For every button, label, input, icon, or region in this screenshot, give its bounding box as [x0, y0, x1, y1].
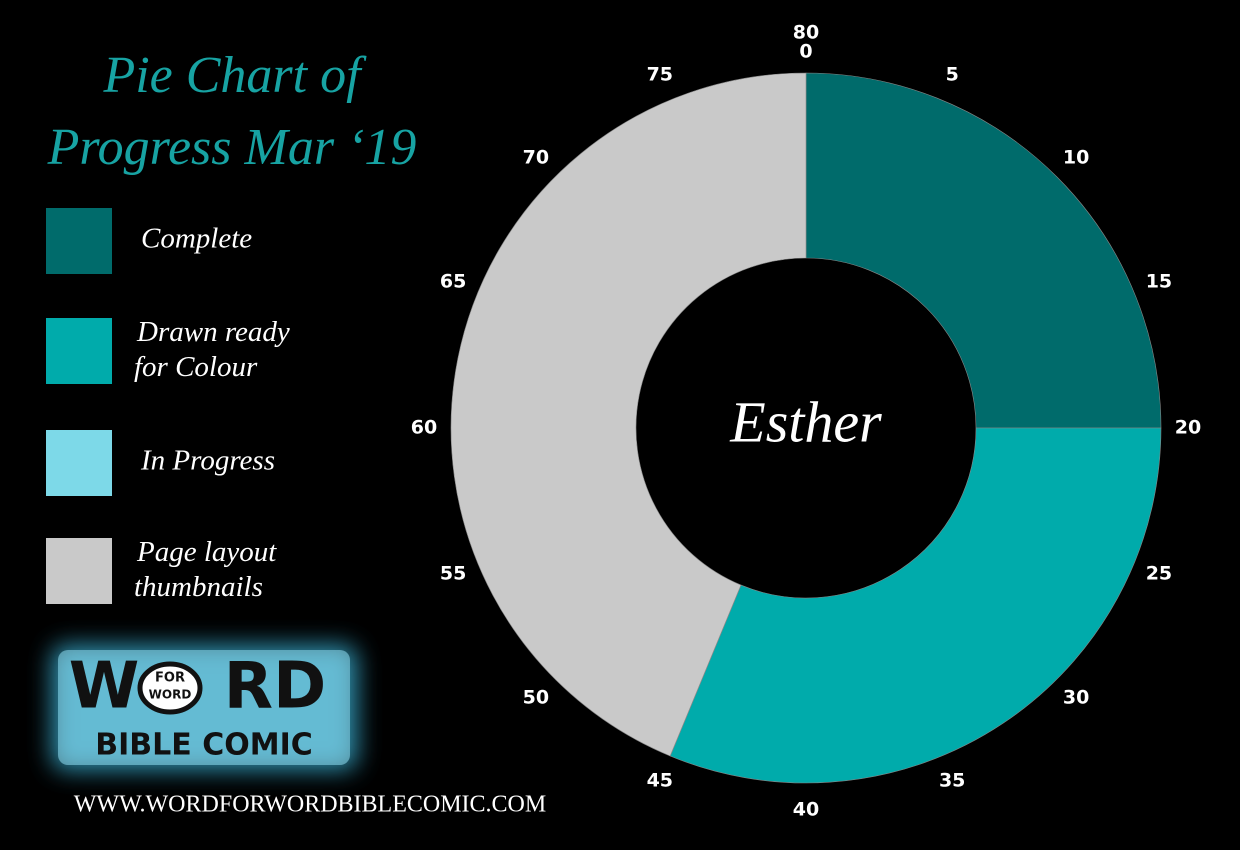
logo-word-left: W [69, 650, 140, 724]
donut-segment [450, 72, 807, 757]
donut-segment [805, 72, 1162, 429]
legend-label: Drawn ready for Colour [134, 316, 290, 383]
legend-label: Page layout thumbnails [134, 536, 277, 603]
tick-label: 15 [1146, 270, 1172, 292]
legend-swatch [46, 538, 112, 604]
legend-label: Complete [141, 223, 252, 255]
tick-label: 40 [793, 799, 819, 821]
tick-label: 30 [1063, 687, 1089, 709]
tick-label: 80 [793, 22, 819, 44]
tick-label: 60 [411, 417, 437, 439]
chart-title: Pie Chart of [102, 47, 367, 104]
url: WWW.WORDFORWORDBIBLECOMIC.COM [74, 792, 546, 818]
logo-bubble-text: WORD [149, 688, 192, 702]
logo-bubble-text: FOR [155, 671, 185, 686]
tick-label: 0 [799, 41, 812, 63]
tick-label: 45 [647, 769, 673, 791]
logo-subtitle: BIBLE COMIC [95, 728, 313, 763]
tick-label: 55 [440, 563, 466, 585]
tick-label: 70 [523, 146, 549, 168]
legend-swatch [46, 208, 112, 274]
tick-label: 5 [946, 64, 959, 86]
center-label: Esther [729, 389, 882, 454]
logo-bubble [137, 661, 203, 715]
legend-label: In Progress [140, 445, 275, 477]
logo-panel [58, 650, 350, 765]
chart-title: Progress Mar ‘19 [47, 119, 417, 176]
logo: W FOR WORD RD BIBLE COMIC [52, 645, 357, 770]
tick-label: 25 [1146, 563, 1172, 585]
tick-label: 50 [523, 687, 549, 709]
donut-hole [637, 259, 975, 597]
tick-label: 75 [647, 64, 673, 86]
logo-word-right: RD [224, 650, 326, 724]
tick-label: 10 [1063, 146, 1089, 168]
donut-segment [669, 427, 1162, 784]
tick-label: 65 [440, 270, 466, 292]
legend-swatch [46, 318, 112, 384]
tick-label: 35 [939, 769, 965, 791]
tick-label: 20 [1175, 417, 1201, 439]
legend-swatch [46, 430, 112, 496]
